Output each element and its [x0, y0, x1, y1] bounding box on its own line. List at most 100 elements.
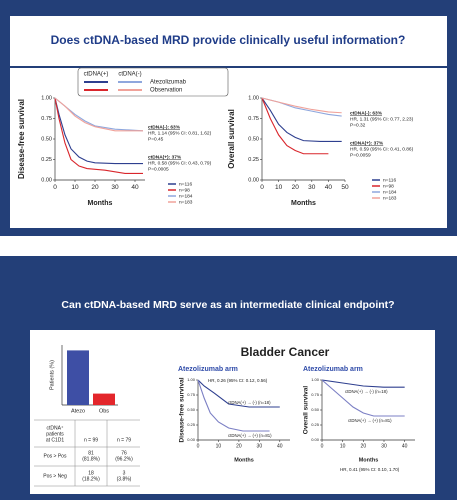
x-tick-label: 30: [257, 443, 263, 449]
table-cell: (18.2%): [82, 476, 100, 482]
y-tick-label: 0.25: [311, 422, 320, 427]
section-title: Bladder Cancer: [241, 345, 330, 359]
table-cell: 76: [121, 450, 127, 456]
annotation: ctDNA(+): 37%: [148, 154, 182, 160]
table-cell: ctDNA⁺: [46, 425, 63, 431]
survival-curve: [261, 97, 342, 143]
y-tick-label: 0.00: [41, 177, 52, 183]
legend-label: Atezolizumab: [150, 80, 187, 86]
x-axis-label: Months: [88, 200, 113, 207]
x-tick-label: 10: [275, 184, 283, 191]
y-tick-label: 0.75: [41, 116, 52, 122]
y-tick-label: 0.50: [41, 136, 52, 142]
y-axis-label: Disease-free survival: [179, 377, 186, 442]
y-tick-label: 1.00: [248, 95, 259, 101]
annotation: HR, 0.26 (95% CI: 0.12, 0.56): [208, 378, 268, 383]
x-tick-label: 0: [53, 184, 57, 191]
annotation: ctDNA(-): 63%: [148, 124, 181, 130]
y-tick-label: 0.50: [311, 407, 320, 412]
chart-title: Atezolizumab arm: [303, 366, 363, 373]
legend-header: ctDNA(-): [118, 72, 141, 78]
chart-title: Atezolizumab arm: [178, 366, 238, 373]
survival-curve: [54, 97, 143, 132]
y-tick-label: 0.25: [248, 157, 259, 163]
x-tick-label: 30: [381, 443, 387, 449]
x-tick-label: 40: [402, 443, 408, 449]
survival-curve: [261, 97, 329, 155]
table-cell: (81.8%): [82, 456, 100, 462]
curve-label: n=183: [179, 199, 193, 205]
x-tick-label: 20: [236, 443, 242, 449]
annotation: P=0.0005: [148, 166, 169, 172]
x-tick-label: 30: [111, 184, 119, 191]
curve-label: ctDNA(+) → (-) (n=18): [345, 389, 388, 394]
content-panel: [30, 330, 435, 494]
y-axis-label: Overall survival: [227, 109, 236, 169]
curve-label: ctDNA(+) → (+) (n=81): [228, 433, 272, 438]
legend-label: Observation: [150, 88, 182, 94]
x-tick-label: 40: [131, 184, 139, 191]
annotation: HR, 0.59 (95% CI: 0.41, 0.86): [350, 146, 414, 152]
x-tick-label: 20: [91, 184, 99, 191]
x-tick-label: 0: [321, 443, 324, 449]
x-tick-label: 10: [71, 184, 79, 191]
curve-label: ctDNA(+) → (-) (n=18): [228, 400, 271, 405]
curve-label: n=184: [179, 193, 193, 199]
bar: [93, 393, 115, 405]
survival-curve: [54, 97, 143, 165]
x-tick-label: Atezo: [71, 408, 85, 414]
annotation: HR, 0.41 (95% CI: 0.10, 1.70): [340, 467, 400, 472]
annotation: P=0.32: [350, 122, 366, 128]
y-tick-label: 0.75: [311, 392, 320, 397]
x-axis-label: Months: [291, 200, 316, 207]
y-tick-label: 0.25: [41, 157, 52, 163]
x-tick-label: 20: [361, 443, 367, 449]
table-cell: Pos > Pos: [44, 453, 67, 459]
annotation: HR, 0.58 (95% CI: 0.43, 0.79): [148, 160, 212, 166]
x-tick-label: 10: [216, 443, 222, 449]
slide-title: Does ctDNA-based MRD provide clinically …: [51, 33, 406, 47]
curve-label: n=98: [383, 183, 394, 189]
table-cell: at C1D1: [46, 437, 65, 443]
survival-curve: [197, 379, 270, 432]
x-tick-label: 40: [277, 443, 283, 449]
survival-curve: [54, 97, 143, 174]
y-tick-label: 0.50: [187, 407, 196, 412]
annotation: ctDNA(+): 37%: [350, 140, 384, 146]
y-tick-label: 0.25: [187, 422, 196, 427]
legend-box: [77, 67, 229, 97]
curve-label: n=98: [179, 187, 190, 193]
y-tick-label: 0.75: [187, 392, 196, 397]
curve-label: n=116: [383, 177, 396, 183]
curve-label: n=116: [179, 181, 192, 187]
curve-label: n=184: [383, 189, 397, 195]
x-tick-label: 40: [325, 184, 333, 191]
y-axis-label: Overall survival: [303, 386, 310, 435]
table-cell: n = 79: [117, 437, 131, 443]
legend-header: ctDNA(+): [84, 72, 109, 78]
survival-curve: [261, 97, 342, 114]
x-axis-label: Months: [359, 457, 379, 463]
table-cell: n = 99: [84, 437, 98, 443]
x-tick-label: 10: [340, 443, 346, 449]
annotation: HR, 1.31 (95% CI: 0.77, 2.23): [350, 116, 414, 122]
table-cell: patients: [46, 431, 64, 437]
curve-label: ctDNA(+) → (+) (n=81): [348, 418, 392, 423]
y-tick-label: 0.00: [187, 437, 196, 442]
x-tick-label: 50: [341, 184, 349, 191]
y-axis-label: Patients (%): [49, 360, 55, 390]
curve-label: n=183: [383, 195, 397, 201]
x-tick-label: 30: [308, 184, 316, 191]
y-tick-label: 1.00: [311, 377, 320, 382]
survival-curve: [197, 379, 280, 408]
table-cell: 18: [88, 470, 94, 476]
title-panel: [10, 16, 447, 66]
x-tick-label: 0: [260, 184, 264, 191]
table-cell: (96.2%): [115, 456, 133, 462]
table-cell: (3.8%): [117, 476, 132, 482]
y-axis-label: Disease-free survival: [17, 99, 26, 179]
slide-title: Can ctDNA-based MRD serve as an intermed…: [61, 299, 394, 311]
survival-curve: [321, 379, 405, 388]
annotation: ctDNA(-): 63%: [350, 110, 383, 116]
annotation: HR, 1.14 (95% CI: 0.81, 1.62): [148, 130, 212, 136]
